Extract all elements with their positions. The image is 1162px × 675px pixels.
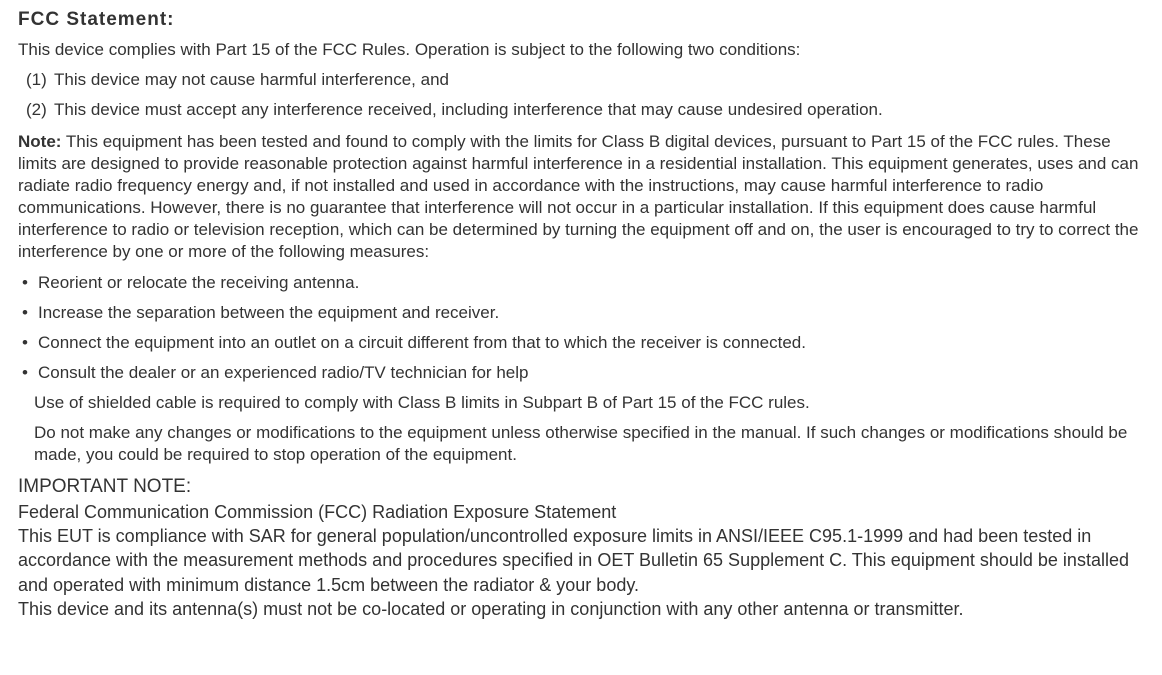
modifications-text: Do not make any changes or modifications… — [18, 422, 1144, 466]
item-text: This device may not cause harmful interf… — [54, 70, 449, 89]
bullet-text: Increase the separation between the equi… — [38, 303, 499, 322]
fcc-title: FCC Statement: — [18, 8, 1144, 33]
item-number: (1) — [26, 69, 54, 91]
important-body: This EUT is compliance with SAR for gene… — [18, 524, 1144, 597]
bullet-dot-icon: • — [22, 302, 38, 324]
bullet-dot-icon: • — [22, 332, 38, 354]
important-note-section: IMPORTANT NOTE: Federal Communication Co… — [18, 474, 1144, 621]
important-body-2: This device and its antenna(s) must not … — [18, 597, 1144, 621]
item-text: This device must accept any interference… — [54, 100, 883, 119]
bullet-dot-icon: • — [22, 272, 38, 294]
bullet-text: Connect the equipment into an outlet on … — [38, 333, 806, 352]
bullet-item: •Reorient or relocate the receiving ante… — [18, 272, 1144, 294]
important-heading: IMPORTANT NOTE: — [18, 474, 1144, 500]
item-number: (2) — [26, 99, 54, 121]
note-label: Note: — [18, 132, 61, 151]
intro-text: This device complies with Part 15 of the… — [18, 39, 1144, 61]
numbered-list: (1)This device may not cause harmful int… — [18, 69, 1144, 121]
bullet-text: Reorient or relocate the receiving anten… — [38, 273, 359, 292]
important-subheading: Federal Communication Commission (FCC) R… — [18, 500, 1144, 524]
numbered-item: (2)This device must accept any interfere… — [18, 99, 1144, 121]
numbered-item: (1)This device may not cause harmful int… — [18, 69, 1144, 91]
bullet-text: Consult the dealer or an experienced rad… — [38, 363, 528, 382]
bullet-item: •Consult the dealer or an experienced ra… — [18, 362, 1144, 384]
shielded-cable-text: Use of shielded cable is required to com… — [18, 392, 1144, 414]
note-text: This equipment has been tested and found… — [18, 132, 1138, 261]
bullet-item: •Increase the separation between the equ… — [18, 302, 1144, 324]
bullet-list: •Reorient or relocate the receiving ante… — [18, 272, 1144, 384]
note-block: Note: This equipment has been tested and… — [18, 131, 1144, 264]
bullet-item: •Connect the equipment into an outlet on… — [18, 332, 1144, 354]
bullet-dot-icon: • — [22, 362, 38, 384]
